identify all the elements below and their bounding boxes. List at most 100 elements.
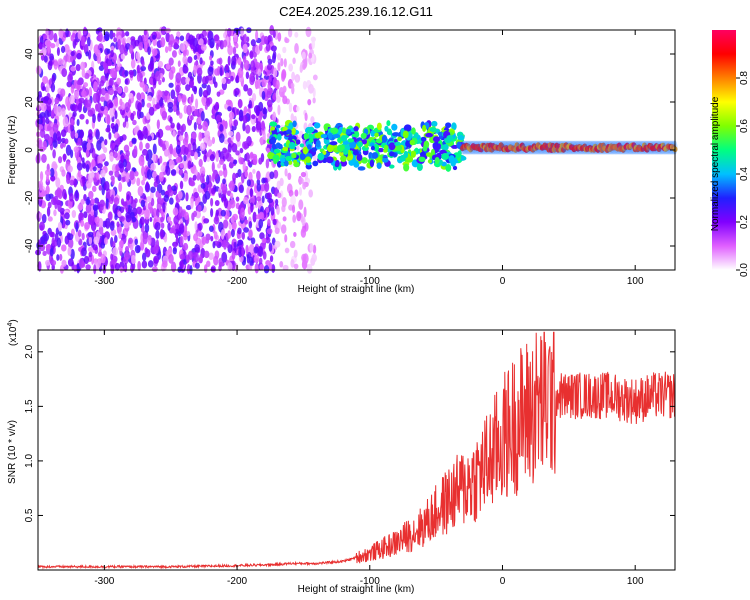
spectrogram-blob [282,46,287,54]
spectrogram-blob [70,34,75,42]
spectrogram-blob [44,169,51,176]
spectrogram-blob [305,26,312,38]
spectrogram-blob [66,176,71,184]
spectrogram-blob [298,187,303,196]
spectrogram-blob [119,44,125,55]
signal-band-blob [276,133,282,141]
spectrogram-blob [152,152,157,163]
spectrogram-blob [99,96,106,102]
spectrogram-blob [136,206,143,215]
spectrogram-blob [227,27,232,37]
spectrogram-blob [228,131,234,137]
spectrogram-blob [247,87,253,97]
snr-y-tick-label: 0.5 [24,508,35,522]
spectrogram-blob [220,229,225,240]
spectrogram-blob [182,242,189,251]
spectrogram-blob [141,260,148,269]
spectrogram-blob [218,187,222,194]
spectrogram-blob [207,30,214,41]
spectrogram-blob [312,244,317,254]
spectrogram-blob [42,34,47,40]
spectrogram-blob [69,179,75,186]
spectrogram-blob [218,257,223,268]
spectrogram-blob [211,161,215,173]
spectrogram-blob [275,198,279,206]
spectrogram-blob [75,221,79,233]
spectrogram-blob [177,94,182,103]
spectrogram-blob [186,104,192,116]
spectrogram-blob [197,230,203,238]
spectrogram-blob [262,251,267,260]
signal-band-blob [314,132,322,138]
spectrogram-x-ticks: -300 -200 -100 0 100 [94,30,644,287]
signal-band-blob [381,134,388,143]
spectrogram-blob [61,68,68,78]
spectrogram-blob [104,237,108,245]
spectrogram-blob [198,87,203,98]
spectrogram-blob [139,216,145,226]
spectrogram-blob [142,125,148,136]
spectrogram-blob [295,105,300,112]
spectrogram-blob [44,109,50,119]
spectrogram-blob [93,236,100,245]
spectrogram-blob [261,177,266,184]
spectrogram-blob [65,219,71,226]
spectrogram-blob [69,192,74,202]
spectrogram-blob [151,72,155,79]
spectrogram-blob [171,225,176,234]
spectrogram-blob [308,189,314,198]
spectrogram-blob [248,171,253,182]
spectrogram-blob [226,78,231,85]
spectrogram-blob [303,206,307,218]
spectrogram-blob [125,214,132,223]
signal-band-blob [441,152,450,160]
signal-band-blob [425,132,434,138]
spectrogram-blob [93,264,97,275]
spectrogram-blob [243,227,249,233]
spectrogram-blob [157,60,164,68]
signal-band-blob [288,142,296,150]
signal-band-blob [396,145,403,151]
spectrogram-blob [304,112,308,122]
spectrogram-blob [296,210,302,222]
spectrogram-blob [220,182,227,191]
spectrogram-blob [163,149,170,157]
colorbar-tick-label: 0.2 [739,215,750,229]
spectrogram-blob [198,257,203,264]
spectrogram-blob [106,114,111,125]
spectrogram-blob [84,221,90,230]
spectrogram-blob [53,59,59,70]
colorbar: 0.0 0.2 0.4 0.6 0.8 Normalized spectral ampl… [710,30,750,277]
spectrogram-blob [118,240,124,248]
spectrogram-blob [258,218,264,229]
spectrogram-blob [84,72,90,80]
spectrogram-blob [72,111,77,117]
spectrogram-blob [195,98,199,109]
spectrogram-blob [210,208,214,218]
spectrogram-blob [310,116,315,124]
spectrogram-blob [232,172,237,183]
spectrogram-blob [235,150,240,156]
spectrogram-blob [143,29,147,36]
spectrogram-blob [251,93,257,102]
spectrogram-blob [175,144,181,155]
spectrogram-blob [251,126,256,133]
spectrogram-blob [145,112,151,120]
spectrogram-blob [198,131,203,142]
spectrogram-blob [211,172,215,183]
spectrogram-blob [39,128,46,139]
spectrogram-blob [54,97,60,105]
spectrogram-blob [201,96,207,105]
spectrogram-blob [172,207,179,216]
spectrogram-blob [226,242,230,249]
spectrogram-blob [206,98,211,107]
spectrogram-blob [193,191,199,199]
spectrogram-blob [45,185,50,195]
spectrogram-blob [242,161,246,173]
signal-band-blob [286,129,292,134]
spectrogram-blob [56,237,62,248]
spectrogram-x-tick-label: -300 [94,276,114,287]
spectrogram-blob [258,211,265,222]
spectrogram-blob [143,36,149,47]
spectrogram-blob [145,181,150,192]
